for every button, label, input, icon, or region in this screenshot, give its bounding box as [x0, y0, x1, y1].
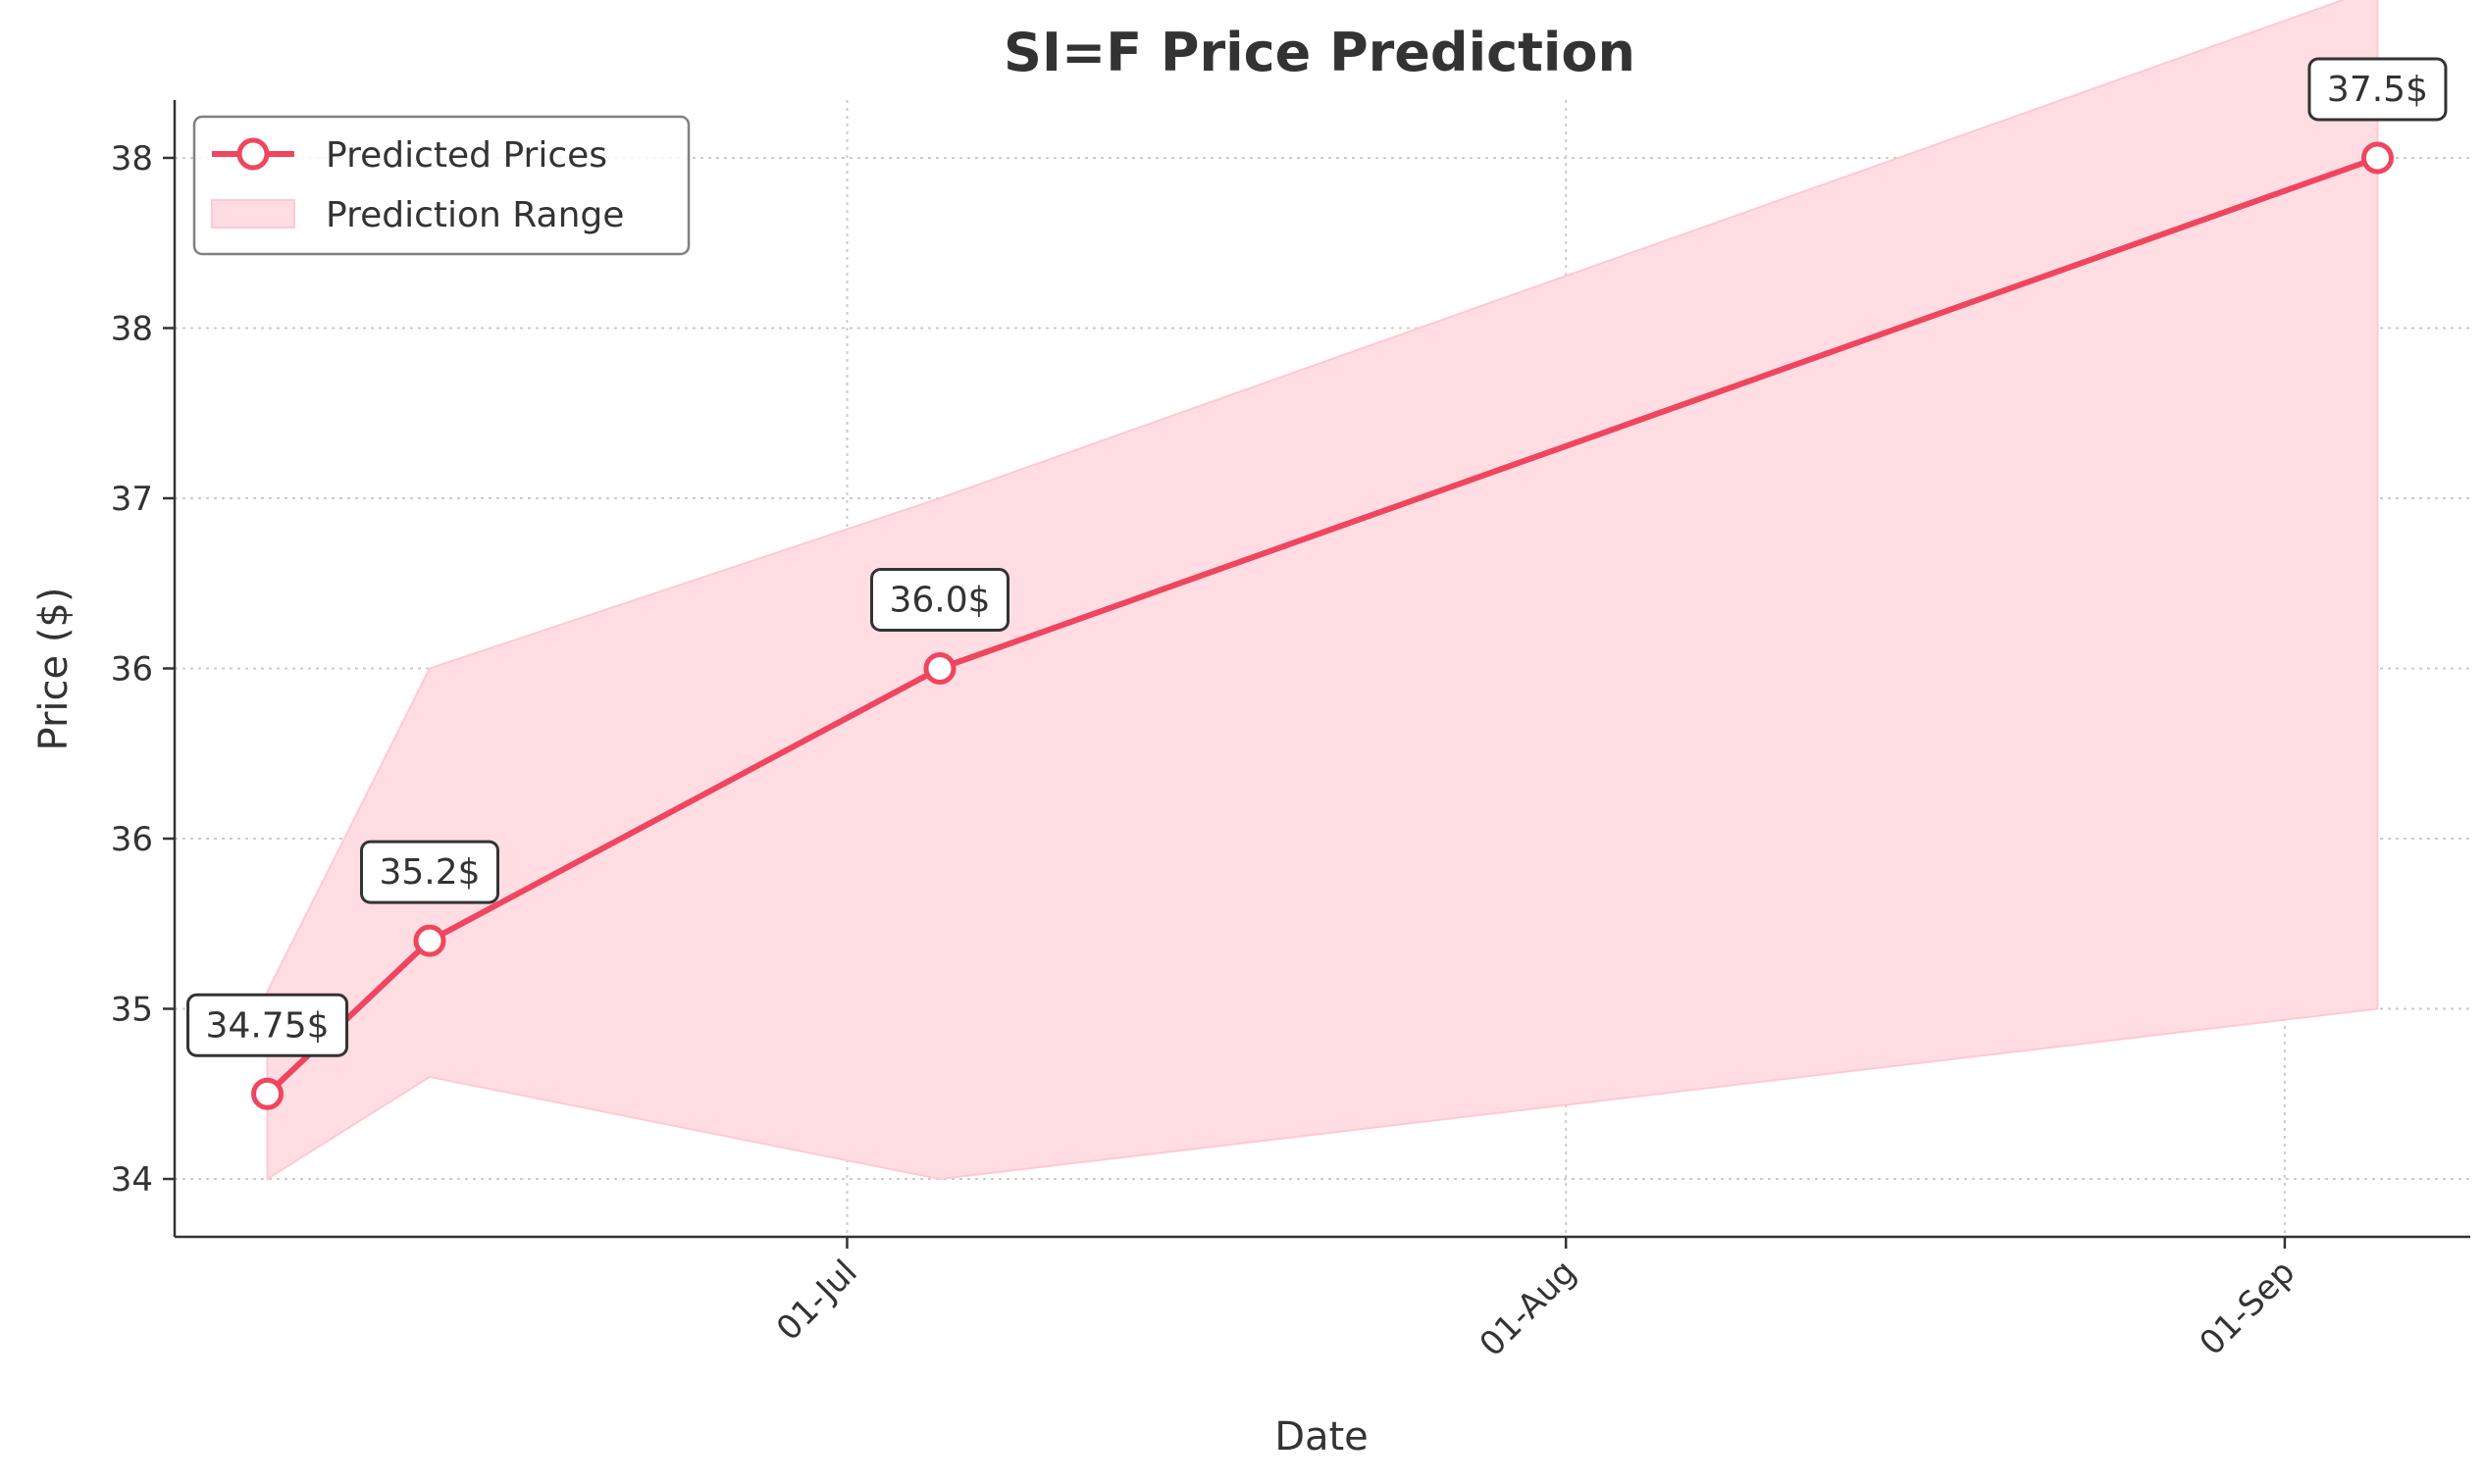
y-tick-label: 38: [111, 139, 153, 179]
price-annotation-box: [2307, 57, 2448, 122]
legend-label-range: Prediction Range: [326, 195, 624, 235]
predicted-price-point: [251, 1077, 285, 1110]
price-annotations: 34.75$ 35.2$ 36.0$ 37.5$: [186, 57, 2448, 1057]
price-annotation-label: 36.0$: [889, 581, 990, 621]
x-axis-title: Date: [1274, 1414, 1369, 1459]
legend-box: [192, 115, 691, 256]
predicted-price-point: [2360, 141, 2394, 175]
legend-marker-swatch: [236, 137, 270, 171]
price-annotation-box: [186, 993, 349, 1057]
legend-label-predicted: Predicted Prices: [326, 135, 607, 176]
y-tick-label: 34: [111, 1160, 153, 1200]
x-tick-label: 01-Aug: [1473, 1253, 1584, 1364]
predicted-prices-line: [264, 155, 2381, 1098]
price-annotation-label: 34.75$: [206, 1005, 330, 1046]
prediction-range-band: [266, 0, 2379, 1181]
predicted-price-point: [923, 652, 957, 685]
price-annotation-label: 37.5$: [2327, 70, 2428, 110]
predicted-prices-path: [264, 155, 2381, 1098]
y-axis-title: Price ($): [31, 588, 77, 751]
chart-title: SI=F Price Prediction: [1004, 22, 1635, 83]
x-ticks: 01-Jul 01-Aug 01-Sep: [769, 1237, 2303, 1364]
x-tick-label: 01-Jul: [769, 1253, 865, 1349]
x-tick-label: 01-Sep: [2192, 1253, 2303, 1363]
y-tick-label: 37: [111, 480, 153, 519]
price-annotation-box: [870, 568, 1009, 632]
prediction-range-area: [266, 0, 2379, 1181]
price-annotation-label: 35.2$: [379, 852, 480, 893]
predicted-price-markers: [251, 141, 2394, 1110]
legend: Predicted Prices Prediction Range: [192, 115, 691, 256]
y-ticks: 34 35 36 36 37 38 38: [111, 139, 175, 1200]
y-tick-label: 36: [111, 650, 153, 690]
legend-area-swatch: [211, 199, 295, 229]
predicted-price-point: [413, 924, 446, 957]
y-tick-label: 38: [111, 309, 153, 348]
y-tick-label: 36: [111, 820, 153, 859]
y-tick-label: 35: [111, 991, 153, 1030]
price-annotation-box: [360, 840, 499, 904]
